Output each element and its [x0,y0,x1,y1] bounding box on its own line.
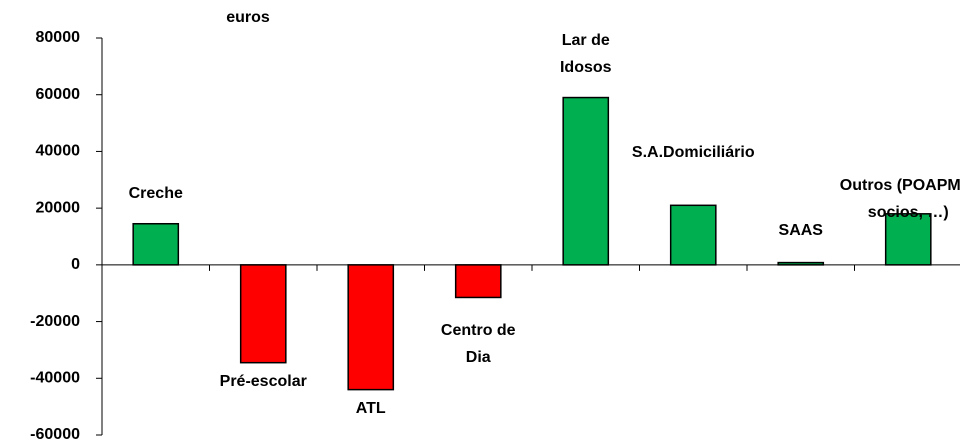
category-label: ATL [355,400,386,417]
y-tick-label: 0 [71,256,80,273]
y-tick-label: 80000 [36,29,81,46]
bar [132,222,180,266]
bar [562,96,610,266]
bar [884,213,932,266]
category-label: Centro de Dia [440,322,516,366]
bar [777,261,825,266]
bar [239,264,287,364]
bar [669,204,717,266]
category-label: Outros (POAPMC, socios, …) [839,177,960,221]
y-tick-label: -20000 [30,313,80,330]
y-tick-label: 60000 [36,86,81,103]
y-axis-label: euros [226,9,270,26]
y-tick-label: -40000 [30,370,80,387]
y-tick-label: 40000 [36,143,81,160]
bar [347,264,395,391]
category-label: Pré-escolar [219,373,307,390]
y-tick-label: -60000 [30,426,80,443]
category-label: SAAS [778,222,823,239]
category-label: S.A.Domiciliário [631,144,755,161]
category-label: Lar de Idosos [559,32,612,76]
y-tick-label: 20000 [36,199,81,216]
bar [454,264,502,299]
category-label: Creche [128,185,183,202]
